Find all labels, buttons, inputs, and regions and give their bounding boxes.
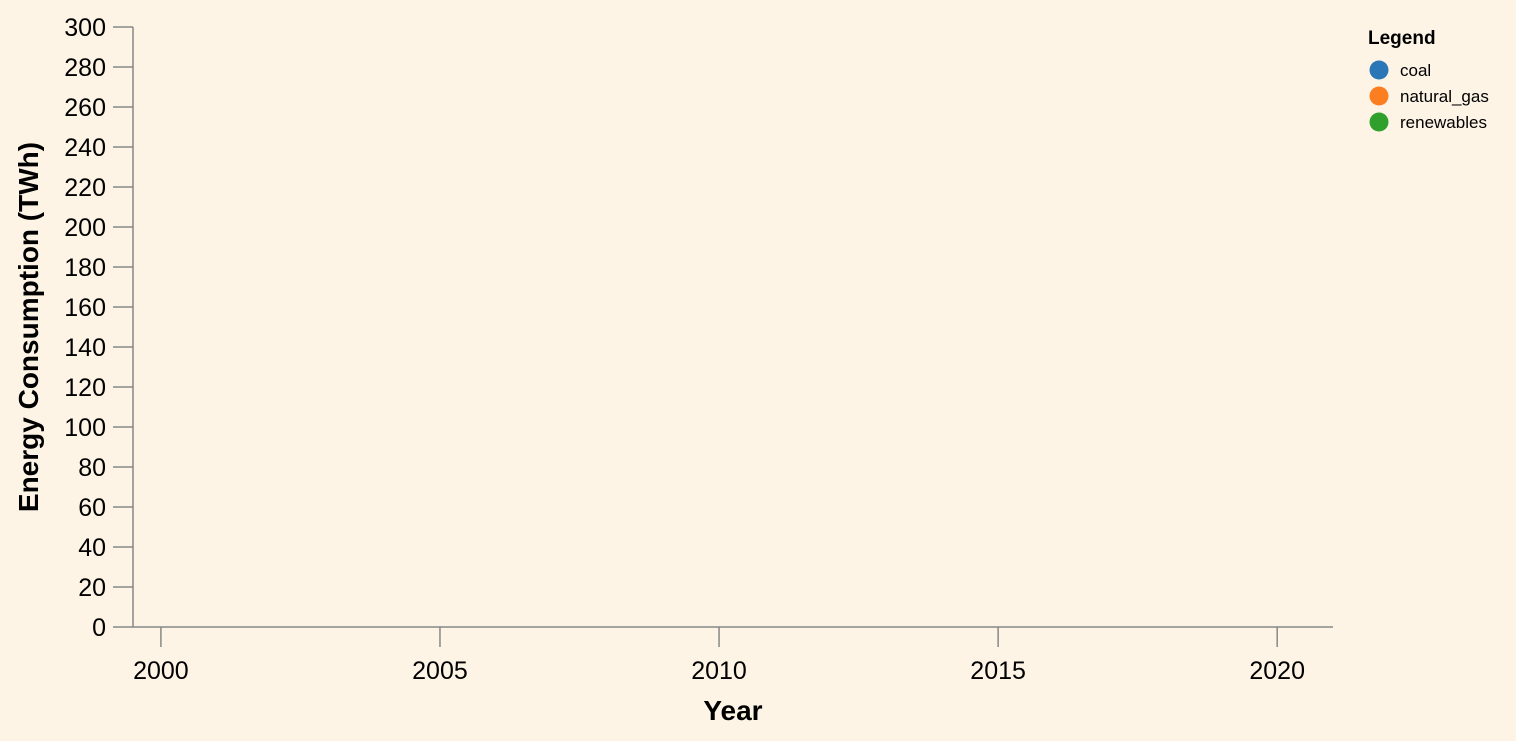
y-tick-label: 80 — [78, 454, 106, 482]
legend-swatch-natural_gas — [1369, 86, 1389, 106]
legend-swatch-coal — [1369, 60, 1389, 80]
y-tick-label: 180 — [64, 254, 106, 282]
legend-title: Legend — [1368, 28, 1436, 49]
y-tick-label: 220 — [64, 174, 106, 202]
y-tick-label: 240 — [64, 134, 106, 162]
y-tick-label: 160 — [64, 294, 106, 322]
legend-swatch-renewables — [1369, 112, 1389, 132]
y-tick-label: 140 — [64, 334, 106, 362]
y-tick-label: 60 — [78, 494, 106, 522]
x-tick-label: 2020 — [1249, 657, 1305, 685]
legend-label-natural_gas: natural_gas — [1400, 87, 1489, 106]
y-axis: 0 20 40 60 80 100 120 140 160 180 200 220 240 260 280 3… — [64, 14, 134, 642]
legend-label-renewables: renewables — [1400, 113, 1487, 132]
x-tick-label: 2000 — [133, 657, 189, 685]
x-tick-label: 2005 — [412, 657, 468, 685]
legend: Legend coal natural_gas renewables — [1368, 28, 1489, 132]
legend-label-coal: coal — [1400, 61, 1431, 80]
y-tick-label: 300 — [64, 14, 106, 42]
x-axis-title: Year — [703, 695, 762, 726]
y-tick-label: 120 — [64, 374, 106, 402]
x-axis: 2000 2005 2010 2015 2020 — [133, 626, 1333, 685]
y-tick-label: 200 — [64, 214, 106, 242]
y-tick-label: 0 — [92, 614, 106, 642]
y-tick-label: 280 — [64, 54, 106, 82]
x-tick-label: 2015 — [970, 657, 1026, 685]
y-tick-label: 100 — [64, 414, 106, 442]
y-tick-label: 20 — [78, 574, 106, 602]
y-tick-label: 260 — [64, 94, 106, 122]
y-axis-title: Energy Consumption (TWh) — [13, 142, 44, 512]
x-tick-label: 2010 — [691, 657, 747, 685]
y-tick-label: 40 — [78, 534, 106, 562]
